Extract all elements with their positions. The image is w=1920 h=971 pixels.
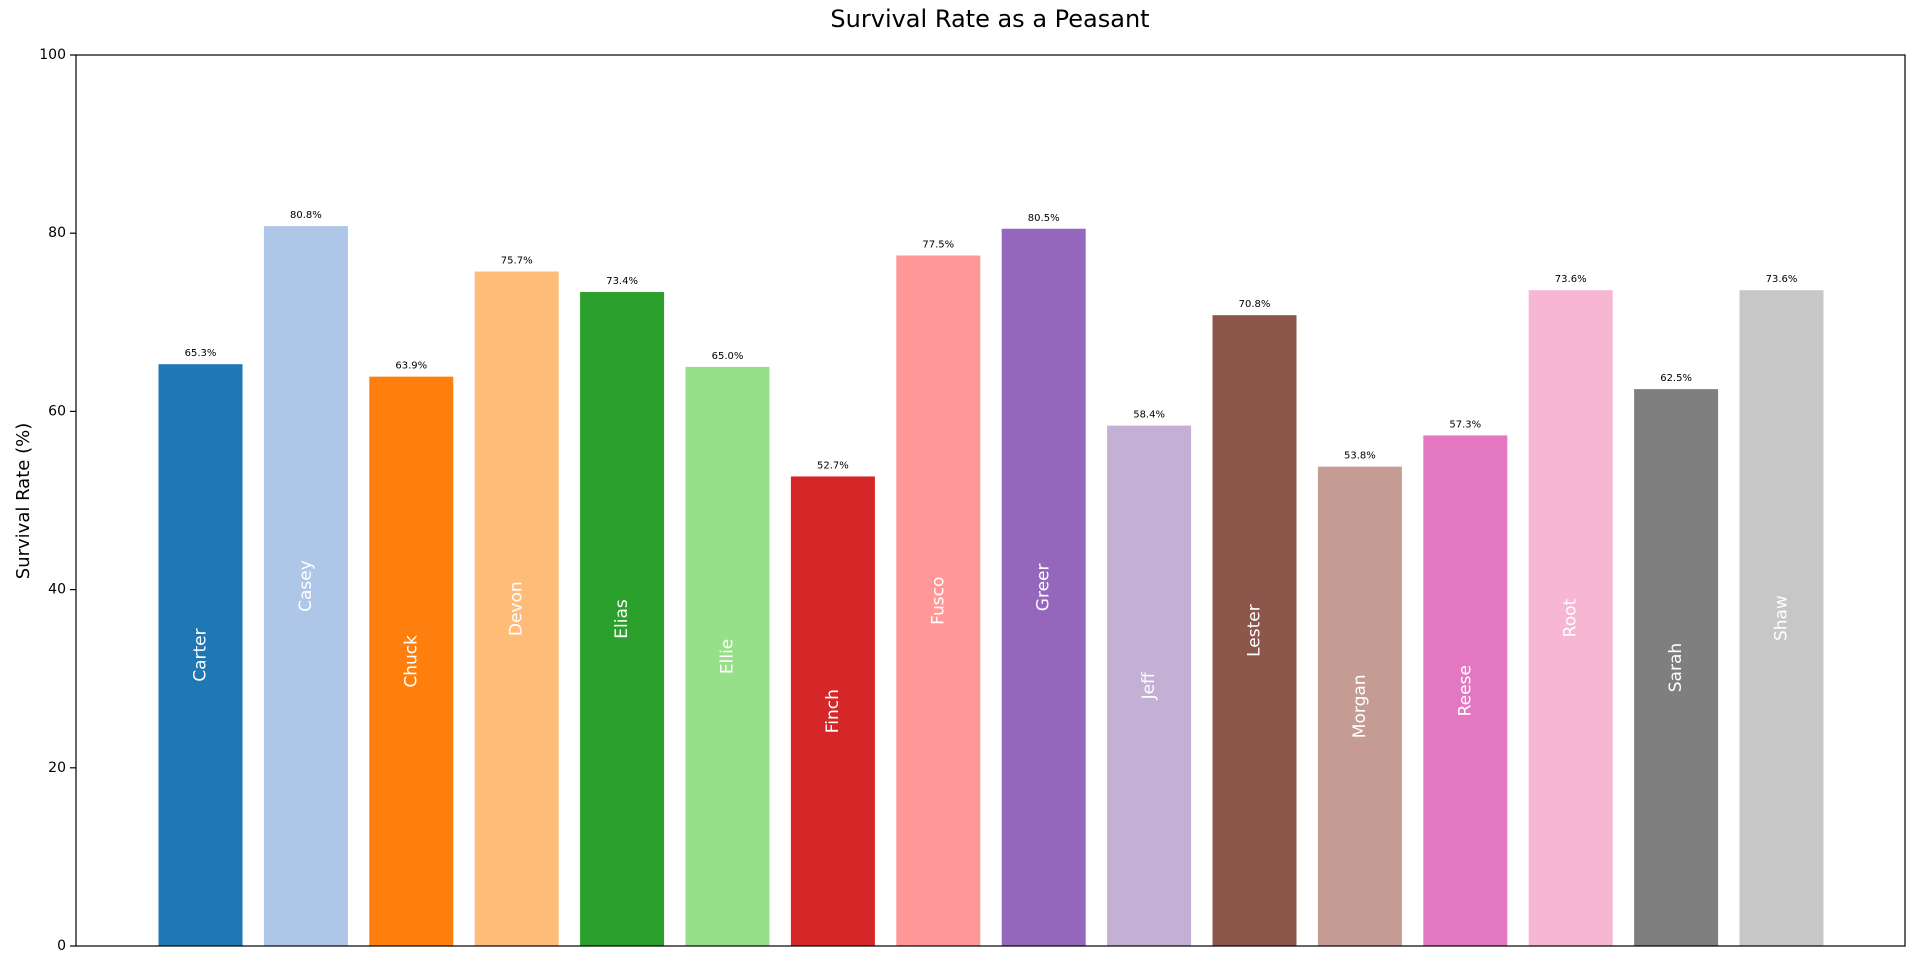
bar-root bbox=[1528, 290, 1613, 947]
bar-carter bbox=[158, 364, 243, 946]
y-tick-label: 20 bbox=[48, 760, 66, 776]
axes-group: 0 20 40 60 80 100 bbox=[39, 47, 1906, 954]
category-label-fusco: Fusco bbox=[928, 577, 948, 625]
category-label-morgan: Morgan bbox=[1350, 674, 1370, 738]
value-label-chuck: 63.9% bbox=[395, 361, 427, 372]
value-label-casey: 80.8% bbox=[290, 210, 322, 221]
category-label-elias: Elias bbox=[612, 599, 632, 639]
bar-lester bbox=[1212, 315, 1297, 946]
category-label-sarah: Sarah bbox=[1666, 643, 1686, 692]
value-label-finch: 52.7% bbox=[817, 460, 849, 471]
value-label-ellie: 65.0% bbox=[712, 351, 744, 362]
category-label-chuck: Chuck bbox=[401, 635, 421, 688]
value-label-sarah: 62.5% bbox=[1660, 373, 1692, 384]
y-tick-label: 40 bbox=[48, 582, 66, 598]
value-label-fusco: 77.5% bbox=[922, 239, 954, 250]
plot-frame bbox=[75, 54, 1906, 947]
category-label-ellie: Ellie bbox=[718, 639, 738, 674]
value-label-lester: 70.8% bbox=[1239, 299, 1271, 310]
y-tick-label: 60 bbox=[48, 403, 66, 419]
y-tick-label: 0 bbox=[57, 938, 66, 954]
bar-fusco bbox=[896, 255, 981, 947]
bar-shaw bbox=[1739, 290, 1824, 947]
y-tick-label: 100 bbox=[39, 47, 66, 63]
category-label-finch: Finch bbox=[823, 689, 843, 733]
bar-greer bbox=[1001, 228, 1086, 946]
value-label-devon: 75.7% bbox=[501, 256, 533, 267]
bar-chuck bbox=[369, 376, 454, 946]
value-label-greer: 80.5% bbox=[1028, 213, 1060, 224]
bar-reese bbox=[1423, 435, 1508, 946]
bar-ellie bbox=[685, 366, 770, 947]
bar-jeff bbox=[1107, 425, 1192, 946]
y-axis-label: Survival Rate (%) bbox=[13, 423, 34, 579]
bar-sarah bbox=[1634, 389, 1719, 947]
value-label-shaw: 73.6% bbox=[1766, 274, 1798, 285]
chart-title: Survival Rate as a Peasant bbox=[830, 5, 1149, 33]
bar-devon bbox=[474, 271, 559, 946]
category-label-reese: Reese bbox=[1455, 665, 1475, 716]
category-label-shaw: Shaw bbox=[1772, 595, 1792, 641]
value-label-elias: 73.4% bbox=[606, 276, 638, 287]
value-label-morgan: 53.8% bbox=[1344, 451, 1376, 462]
category-label-lester: Lester bbox=[1245, 604, 1265, 657]
bar-casey bbox=[263, 226, 348, 946]
category-label-carter: Carter bbox=[191, 628, 211, 681]
category-label-greer: Greer bbox=[1034, 564, 1054, 612]
category-label-root: Root bbox=[1561, 599, 1581, 638]
value-label-carter: 65.3% bbox=[185, 348, 217, 359]
value-label-reese: 57.3% bbox=[1449, 419, 1481, 430]
value-label-root: 73.6% bbox=[1555, 274, 1587, 285]
category-label-devon: Devon bbox=[507, 581, 527, 636]
bar-elias bbox=[580, 292, 665, 946]
category-label-casey: Casey bbox=[296, 560, 316, 612]
bars-group: 65.3% Carter 80.8% Casey 63.9% Chuck 75.7% Devo… bbox=[158, 210, 1824, 947]
y-tick-label: 80 bbox=[48, 225, 66, 241]
bar-morgan bbox=[1317, 466, 1402, 946]
bar-finch bbox=[790, 476, 875, 946]
value-label-jeff: 58.4% bbox=[1133, 410, 1165, 421]
category-label-jeff: Jeff bbox=[1139, 671, 1159, 700]
